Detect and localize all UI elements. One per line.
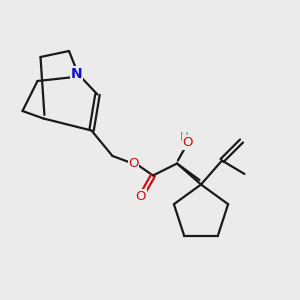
Text: O: O bbox=[182, 136, 193, 149]
Text: O: O bbox=[136, 190, 146, 203]
Text: H: H bbox=[179, 130, 188, 144]
Text: O: O bbox=[128, 157, 139, 170]
Text: N: N bbox=[71, 67, 82, 80]
